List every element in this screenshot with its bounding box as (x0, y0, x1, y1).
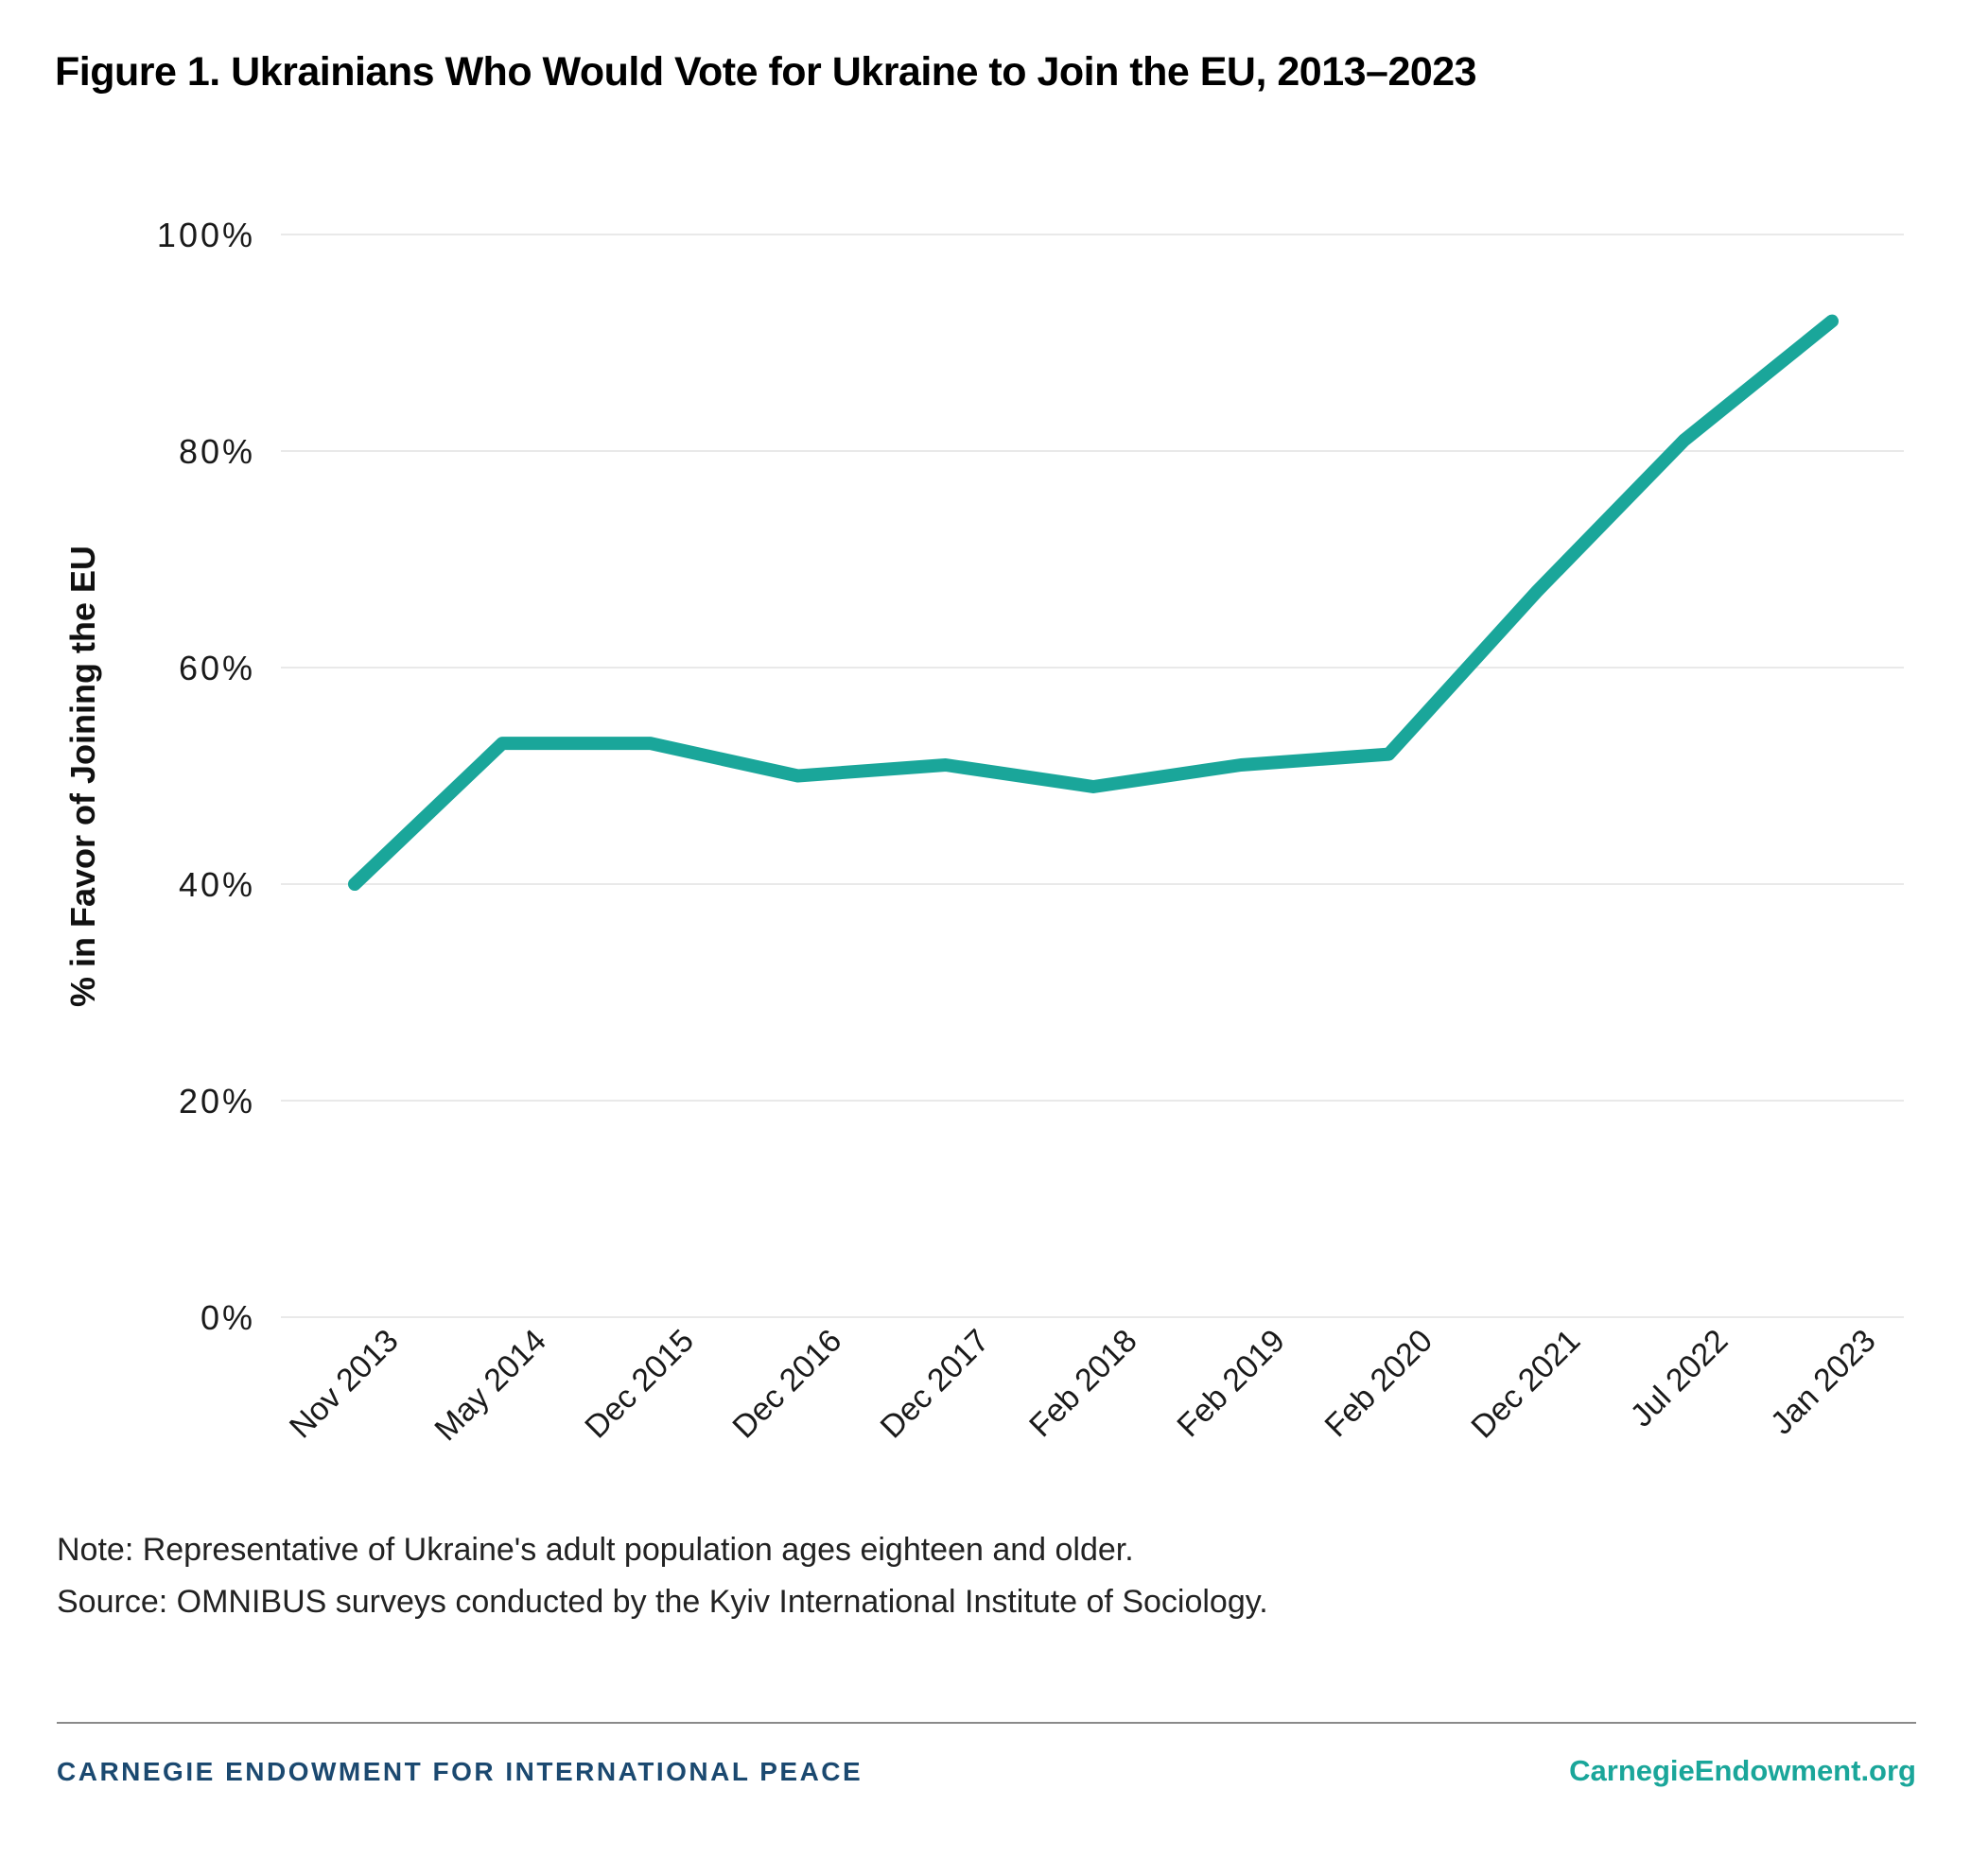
figure-title: Figure 1. Ukrainians Who Would Vote for … (55, 49, 1477, 95)
x-tick-label-jan-2023: Jan 2023 (1764, 1323, 1883, 1442)
source-text: Source: OMNIBUS surveys conducted by the… (57, 1584, 1268, 1620)
footer-org-name: CARNEGIE ENDOWMENT FOR INTERNATIONAL PEA… (57, 1757, 863, 1786)
x-tick-label-feb-2018: Feb 2018 (1022, 1323, 1143, 1444)
line-chart: 0% 20% 40% 60% 80% 100% % in Favor of Joining … (63, 216, 1904, 1448)
footer: CARNEGIE ENDOWMENT FOR INTERNATIONAL PEA… (57, 1754, 1916, 1788)
y-axis-title: % in Favor of Joining the EU (63, 546, 102, 1007)
x-tick-label-nov-2013: Nov 2013 (283, 1323, 406, 1446)
note-text: Note: Representative of Ukraine's adult … (57, 1532, 1134, 1568)
x-tick-label-feb-2020: Feb 2020 (1318, 1323, 1439, 1444)
y-tick-label-80: 80% (179, 432, 255, 471)
x-tick-label-feb-2019: Feb 2019 (1170, 1323, 1291, 1444)
x-tick-label-dec-2016: Dec 2016 (725, 1323, 848, 1446)
x-tick-label-jul-2022: Jul 2022 (1624, 1323, 1736, 1434)
x-tick-label-may-2014: May 2014 (427, 1323, 552, 1448)
y-tick-label-40: 40% (179, 865, 255, 904)
x-tick-label-dec-2017: Dec 2017 (874, 1323, 997, 1446)
y-tick-label-0: 0% (201, 1298, 255, 1337)
trend-line-eu-support (348, 314, 1839, 891)
x-tick-label-dec-2015: Dec 2015 (578, 1323, 701, 1446)
footer-site-link[interactable]: CarnegieEndowment.org (1569, 1754, 1916, 1787)
y-tick-label-60: 60% (179, 649, 255, 687)
y-tick-label-20: 20% (179, 1082, 255, 1120)
figure-notes: Note: Representative of Ukraine's adult … (57, 1524, 1665, 1628)
footer-divider (57, 1722, 1916, 1724)
y-tick-label-100: 100% (157, 216, 255, 254)
x-tick-label-dec-2021: Dec 2021 (1464, 1323, 1587, 1446)
